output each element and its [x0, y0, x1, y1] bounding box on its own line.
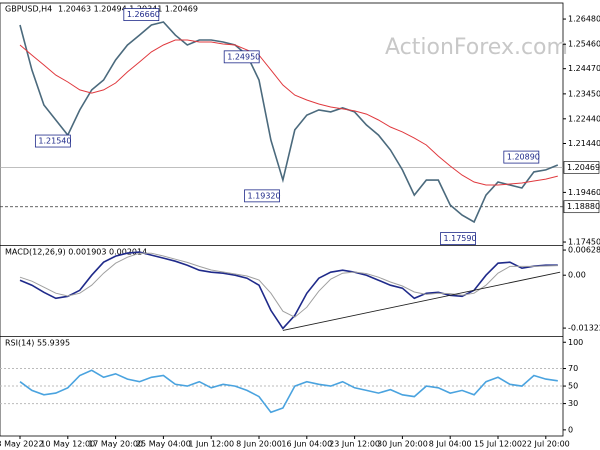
- annotation-label: 1.21540: [38, 137, 71, 146]
- y-tick-label: 1.21440: [568, 139, 600, 148]
- y-tick-label: 1.25460: [568, 40, 600, 49]
- x-tick-label: 22 Jul 20:00: [522, 440, 570, 449]
- x-tick-label: 10 May 12:00: [40, 440, 95, 449]
- x-tick-label: 15 Jul 12:00: [474, 440, 522, 449]
- series-line: [19, 252, 558, 318]
- annotation-label: 1.26660: [127, 10, 160, 19]
- y-tick-label: 50: [568, 382, 578, 391]
- annotation-box: [503, 150, 540, 164]
- y-tick-label: -0.013223: [568, 324, 600, 333]
- support-label: 1.18880: [567, 202, 600, 211]
- annotation-box: [34, 134, 71, 148]
- rsi-title: RSI(14) 55.9395: [5, 339, 70, 348]
- series-line: [19, 251, 558, 330]
- x-tick-label: 25 May 04:00: [136, 440, 191, 449]
- series-line: [19, 369, 558, 414]
- y-tick-label: 30: [568, 399, 578, 408]
- annotation-label: 1.17590: [443, 234, 476, 243]
- annotation-label: 1.24950: [227, 52, 260, 61]
- frame: [0, 2, 564, 437]
- price-label-box: [563, 200, 600, 214]
- y-tick-label: 1.24470: [568, 64, 600, 73]
- x-tick-label: 17 May 20:00: [88, 440, 143, 449]
- y-tick-label: 1.23450: [568, 89, 600, 98]
- annotation-box: [223, 50, 260, 64]
- annotation-label: 1.20890: [507, 153, 540, 162]
- y-tick-label: 0: [568, 425, 573, 434]
- x-tick-label: 3 May 2022: [0, 440, 44, 449]
- y-tick-label: 70: [568, 364, 578, 373]
- x-tick-label: 8 Jun 20:00: [236, 440, 282, 449]
- series-line: [19, 21, 559, 224]
- y-tick-label: 0.00: [568, 271, 586, 280]
- y-tick-label: 1.19460: [568, 188, 600, 197]
- series-line: [19, 39, 558, 186]
- x-tick-label: 23 Jun 12:00: [329, 440, 380, 449]
- macd-title: MACD(12,26,9) 0.001903 0.002014: [5, 248, 147, 257]
- y-tick-label: 1.22440: [568, 114, 600, 123]
- symbol: GBPUSD,H4: [5, 5, 52, 14]
- annotation-box: [244, 189, 280, 203]
- x-tick-label: 30 Jun 20:00: [377, 440, 428, 449]
- x-tick-label: 1 Jun 12:00: [188, 440, 234, 449]
- watermark: ActionForex.com: [385, 35, 568, 60]
- annotation-box: [440, 232, 476, 245]
- x-tick-label: 16 Jun 04:00: [281, 440, 332, 449]
- annotation-box: [123, 8, 160, 22]
- annotation-label: 1.19320: [248, 191, 281, 200]
- y-tick-label: 1.17450: [568, 238, 600, 247]
- y-tick-label: 0.006285: [568, 246, 600, 255]
- y-tick-label: 1.26480: [568, 15, 600, 24]
- price-label-box: [563, 161, 600, 174]
- trendline: [282, 271, 561, 331]
- y-tick-label: 100: [568, 338, 583, 347]
- x-tick-label: 8 Jul 04:00: [429, 440, 472, 449]
- last-price-label: 1.20469: [567, 163, 600, 172]
